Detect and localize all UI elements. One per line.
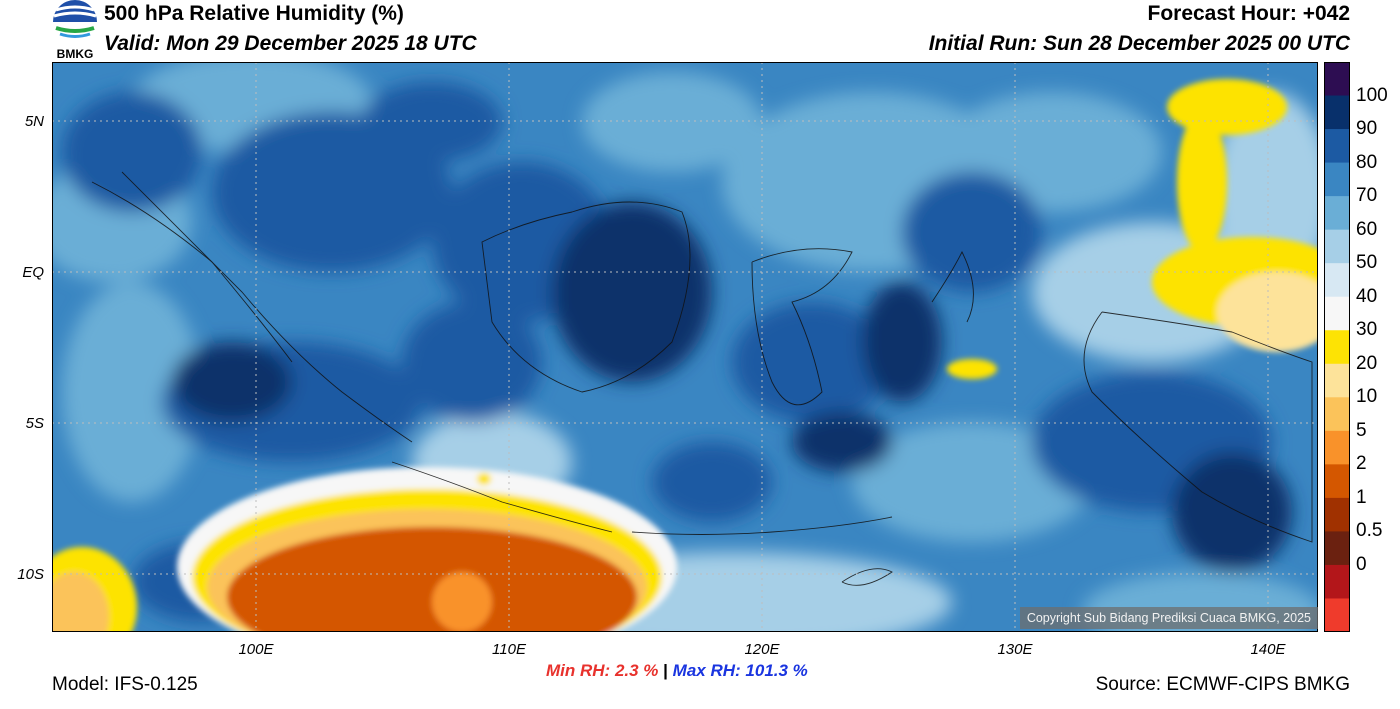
colorbar-segment (1324, 196, 1350, 231)
colorbar-segment (1324, 330, 1350, 365)
colorbar-label: 20 (1356, 352, 1378, 374)
stats-separator: | (663, 661, 668, 680)
colorbar-label: 60 (1356, 218, 1378, 240)
colorbar-segment (1324, 430, 1350, 465)
humidity-map[interactable] (52, 62, 1318, 632)
colorbar-frame (1324, 62, 1350, 632)
lat-label: 5S (25, 415, 44, 432)
colorbar-label: 1 (1356, 486, 1367, 508)
rh-stats: Min RH: 2.3 % | Max RH: 101.3 % (546, 661, 808, 681)
colorbar-label: 10 (1356, 386, 1378, 408)
source-info: Source: ECMWF-CIPS BMKG (1095, 674, 1350, 695)
colorbar-segment (1324, 564, 1350, 599)
lat-label: EQ (22, 264, 44, 281)
colorbar-segment (1324, 464, 1350, 499)
lat-label: 5N (24, 113, 44, 130)
bmkg-logo: BMKG (50, 0, 100, 61)
colorbar-label: 100 (1356, 84, 1388, 106)
model-info: Model: IFS-0.125 (52, 674, 198, 695)
colorbar-segment (1324, 129, 1350, 164)
colorbar-segment (1324, 296, 1350, 331)
colorbar-label: 0 (1356, 553, 1367, 575)
max-rh-label: Max RH: (672, 661, 741, 680)
lon-label: 140E (1250, 641, 1286, 658)
valid-time: Valid: Mon 29 December 2025 18 UTC (104, 32, 477, 55)
lon-label: 110E (492, 641, 526, 658)
map-title: 500 hPa Relative Humidity (%) (104, 2, 404, 25)
colorbar-segment (1324, 397, 1350, 432)
colorbar-label: 5 (1356, 419, 1367, 441)
colorbar-segment (1324, 162, 1350, 197)
colorbar-label: 30 (1356, 319, 1378, 341)
max-rh-value: 101.3 % (745, 661, 808, 680)
min-rh-label: Min RH: (546, 661, 611, 680)
colorbar-segment (1324, 263, 1350, 298)
lat-label: 10S (17, 566, 44, 583)
colorbar-label: 40 (1356, 285, 1378, 307)
colorbar-segment (1324, 95, 1350, 130)
dry-zones (52, 79, 1318, 632)
colorbar-label: 90 (1356, 118, 1378, 140)
colorbar-segment (1324, 363, 1350, 398)
colorbar-segment (1324, 531, 1350, 566)
logo-text: BMKG (57, 47, 94, 60)
colorbar-segment (1324, 62, 1350, 97)
colorbar-segment (1324, 229, 1350, 264)
colorbar-label: 0.5 (1356, 520, 1383, 542)
grid-lines (52, 62, 1318, 632)
min-rh-value: 2.3 % (614, 661, 659, 680)
colorbar-label: 70 (1356, 185, 1378, 207)
colorbar-label: 50 (1356, 252, 1378, 274)
lon-label: 100E (238, 641, 274, 658)
colorbar-segment (1324, 497, 1350, 532)
lon-label: 130E (997, 641, 1033, 658)
lon-label: 120E (744, 641, 780, 658)
map-frame (52, 62, 1318, 632)
colorbar-label: 80 (1356, 151, 1378, 173)
initial-run: Initial Run: Sun 28 December 2025 00 UTC (928, 32, 1350, 55)
copyright-note: Copyright Sub Bidang Prediksi Cuaca BMKG… (1019, 607, 1318, 629)
colorbar-segment (1324, 598, 1350, 633)
colorbar-label: 2 (1356, 453, 1367, 475)
coastlines (91, 171, 1313, 586)
colorbar (1324, 62, 1350, 633)
forecast-hour: Forecast Hour: +042 (1147, 2, 1351, 25)
